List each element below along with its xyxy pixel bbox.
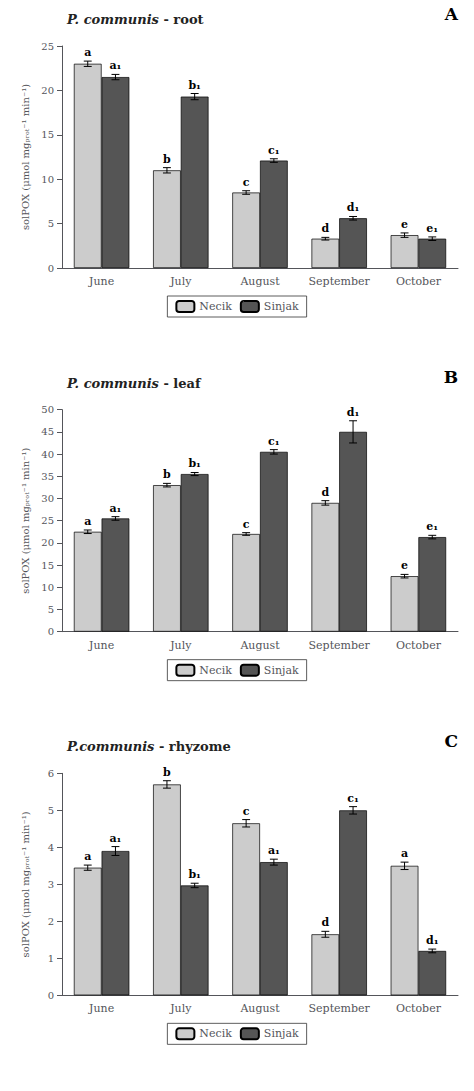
svg-text:4: 4 xyxy=(48,842,54,853)
svg-text:a₁: a₁ xyxy=(109,832,121,845)
svg-text:October: October xyxy=(396,639,442,652)
svg-text:30: 30 xyxy=(41,493,54,504)
svg-text:20: 20 xyxy=(41,85,54,96)
svg-text:Sinjak: Sinjak xyxy=(264,664,299,677)
svg-text:c₁: c₁ xyxy=(347,792,359,805)
svg-text:c: c xyxy=(243,176,250,189)
svg-text:a₁: a₁ xyxy=(109,59,121,72)
svg-text:P.communis: P.communis xyxy=(66,739,155,754)
svg-text:a: a xyxy=(84,850,91,863)
svg-text:solPOX (μmol mgₚᵣₒₜ⁻¹ min⁻¹): solPOX (μmol mgₚᵣₒₜ⁻¹ min⁻¹) xyxy=(20,811,31,957)
svg-text:d: d xyxy=(321,916,329,929)
svg-text:July: July xyxy=(169,1002,192,1015)
svg-text:a: a xyxy=(401,847,408,860)
svg-text:P. communis: P. communis xyxy=(66,376,160,391)
svg-text:b₁: b₁ xyxy=(188,79,201,92)
svg-text:20: 20 xyxy=(41,537,54,548)
svg-text:B: B xyxy=(444,367,458,387)
svg-text:- leaf: - leaf xyxy=(159,376,202,391)
svg-text:August: August xyxy=(239,275,280,288)
svg-text:0: 0 xyxy=(48,626,54,637)
svg-text:- rhyzome: - rhyzome xyxy=(154,739,230,754)
svg-text:5: 5 xyxy=(48,805,54,816)
svg-text:September: September xyxy=(309,639,371,652)
svg-text:d: d xyxy=(321,222,329,235)
svg-text:solPOX (μmol mgₚᵣₒₜ⁻¹ min⁻¹): solPOX (μmol mgₚᵣₒₜ⁻¹ min⁻¹) xyxy=(20,448,31,594)
svg-text:July: July xyxy=(169,639,192,652)
svg-text:0: 0 xyxy=(48,990,54,1001)
svg-text:a₁: a₁ xyxy=(109,502,121,515)
svg-text:P. communis: P. communis xyxy=(66,12,160,27)
svg-text:b₁: b₁ xyxy=(188,457,201,470)
svg-text:6: 6 xyxy=(48,768,54,779)
svg-text:- root: - root xyxy=(159,12,204,27)
svg-text:solPOX (μmol mgₚᵣₒₜ⁻¹ min⁻¹): solPOX (μmol mgₚᵣₒₜ⁻¹ min⁻¹) xyxy=(20,84,31,230)
svg-text:July: July xyxy=(169,275,192,288)
svg-text:Sinjak: Sinjak xyxy=(264,300,299,313)
svg-text:C: C xyxy=(444,731,458,751)
svg-text:c: c xyxy=(243,805,250,818)
svg-text:40: 40 xyxy=(41,449,54,460)
svg-text:a: a xyxy=(84,515,91,528)
svg-text:June: June xyxy=(88,1002,114,1015)
svg-text:b₁: b₁ xyxy=(188,868,201,881)
svg-text:b: b xyxy=(163,766,171,779)
svg-text:50: 50 xyxy=(41,404,54,415)
svg-text:45: 45 xyxy=(41,426,54,437)
svg-text:e: e xyxy=(401,559,408,572)
svg-text:5: 5 xyxy=(48,604,54,615)
svg-text:15: 15 xyxy=(41,129,54,140)
svg-text:25: 25 xyxy=(41,515,54,526)
svg-text:35: 35 xyxy=(41,471,54,482)
svg-text:b: b xyxy=(163,468,171,481)
svg-text:August: August xyxy=(239,639,280,652)
svg-text:a₁: a₁ xyxy=(268,844,280,857)
svg-text:25: 25 xyxy=(41,41,54,52)
svg-text:10: 10 xyxy=(41,174,54,185)
svg-text:e: e xyxy=(401,218,408,231)
svg-text:5: 5 xyxy=(48,218,54,229)
svg-text:October: October xyxy=(396,1002,442,1015)
svg-text:September: September xyxy=(309,1002,371,1015)
svg-text:e₁: e₁ xyxy=(426,222,438,235)
svg-text:c₁: c₁ xyxy=(268,435,280,448)
svg-text:c: c xyxy=(243,518,250,531)
svg-text:d₁: d₁ xyxy=(347,406,360,419)
svg-text:d₁: d₁ xyxy=(426,934,439,947)
svg-text:October: October xyxy=(396,275,442,288)
svg-text:c₁: c₁ xyxy=(268,144,280,157)
svg-text:August: August xyxy=(239,1002,280,1015)
svg-text:2: 2 xyxy=(48,916,54,927)
svg-text:d₁: d₁ xyxy=(347,201,360,214)
svg-text:Sinjak: Sinjak xyxy=(264,1027,299,1040)
svg-text:Necik: Necik xyxy=(199,1027,232,1040)
svg-text:June: June xyxy=(88,639,114,652)
svg-text:e₁: e₁ xyxy=(426,520,438,533)
svg-text:10: 10 xyxy=(41,582,54,593)
svg-text:15: 15 xyxy=(41,560,54,571)
svg-text:d: d xyxy=(321,486,329,499)
svg-text:A: A xyxy=(444,4,459,24)
svg-text:0: 0 xyxy=(48,263,54,274)
svg-text:b: b xyxy=(163,153,171,166)
svg-text:3: 3 xyxy=(48,879,54,890)
svg-text:Necik: Necik xyxy=(199,300,232,313)
svg-text:Necik: Necik xyxy=(199,664,232,677)
svg-text:1: 1 xyxy=(48,953,54,964)
svg-text:September: September xyxy=(309,275,371,288)
svg-text:June: June xyxy=(88,275,114,288)
svg-text:a: a xyxy=(84,46,91,59)
